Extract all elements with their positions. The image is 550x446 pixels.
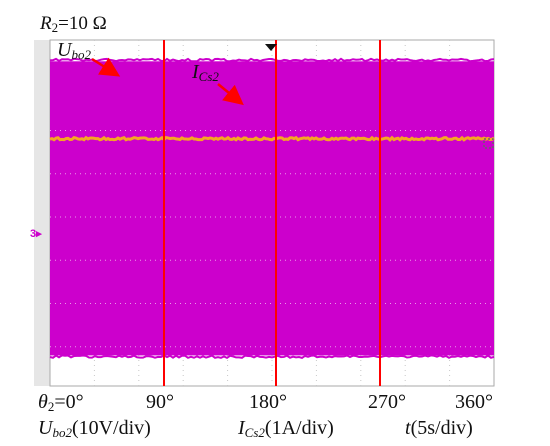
traces [50, 59, 494, 358]
left-bezel [34, 40, 50, 386]
condition-label: R2=10 Ω [40, 14, 107, 33]
x-tick-label-90: 90° [146, 392, 174, 412]
trace-label-ics2: ICs2 [192, 62, 219, 82]
x-tick-label-270: 270° [368, 392, 406, 412]
trace-label-ubo2: Ubo2 [57, 40, 91, 60]
ubo2-trace [50, 138, 494, 140]
ics2-trace [50, 61, 494, 355]
x-tick-label-360: 360° [455, 392, 493, 412]
x-tick-label-0: θ2=0° [38, 392, 84, 412]
x-tick-label-180: 180° [249, 392, 287, 412]
scale-label-time: t(5s/div) [405, 418, 473, 438]
ground-marker: 3▸ [30, 229, 42, 240]
scale-label-ics2: ICs2(1A/div) [238, 418, 334, 438]
scale-label-ubo2: Ubo2(10V/div) [38, 418, 151, 438]
